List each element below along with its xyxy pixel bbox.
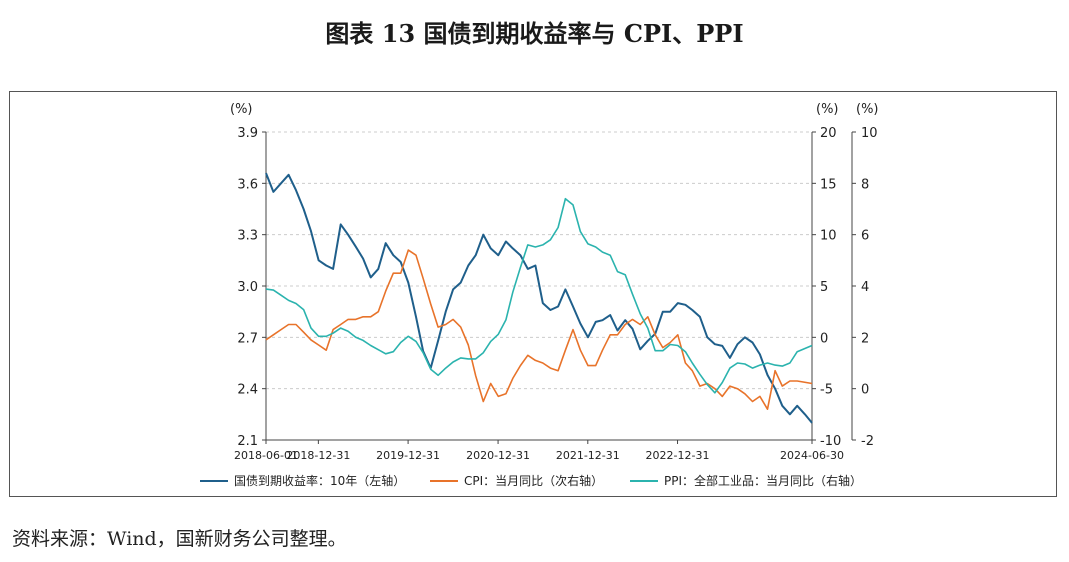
source-note: 资料来源：Wind，国新财务公司整理。 [12,528,347,550]
right1-tick-label: 5 [820,280,828,295]
left-tick-label: 3.3 [237,229,258,244]
right1-tick-label: -10 [820,434,841,449]
x-tick-label: 2018-12-31 [286,449,350,462]
x-tick-label: 2021-12-31 [556,449,620,462]
x-tick-label: 2018-06-01 [234,449,298,462]
chart-title: 图表 13 国债到期收益率与 CPI、PPI [325,19,744,48]
left-tick-label: 3.0 [237,280,258,295]
right2-tick-label: -2 [861,434,874,449]
right1-tick-label: 10 [820,229,837,244]
left-tick-label: 2.4 [237,383,258,398]
legend-label-bond: 国债到期收益率：10年（左轴） [234,473,405,488]
right1-tick-label: 15 [820,177,837,192]
x-tick-label: 2022-12-31 [646,449,710,462]
left-tick-label: 3.6 [237,177,258,192]
x-tick-label: 2019-12-31 [376,449,440,462]
right2-tick-label: 10 [861,126,878,141]
right1-tick-label: 20 [820,126,837,141]
right2-tick-label: 6 [861,229,869,244]
x-tick-label: 2020-12-31 [466,449,530,462]
right2-axis-unit: (%) [856,102,879,117]
legend-label-cpi: CPI：当月同比（次右轴） [464,473,603,488]
x-tick-label: 2024-06-30 [780,449,844,462]
right2-tick-label: 4 [861,280,869,295]
right1-tick-label: -5 [820,383,833,398]
series-line-cpi [265,249,813,411]
left-tick-label: 3.9 [237,126,258,141]
series-line-ppi [265,197,813,394]
series-line-bond [265,172,813,424]
left-axis-unit: (%) [230,102,253,117]
line-chart: 2.12.42.73.03.33.63.9(%)-10-505101520(%)… [200,102,879,488]
left-tick-label: 2.7 [237,331,258,346]
right2-tick-label: 8 [861,177,869,192]
right2-tick-label: 2 [861,331,869,346]
right1-tick-label: 0 [820,331,828,346]
left-tick-label: 2.1 [237,434,258,449]
right2-tick-label: 0 [861,383,869,398]
chart-frame: 2.1 2.4 2.7 3.0 3.3 3.6 3.9 (%) -10 -5 0 5 10 15 20 (%)… [9,91,1057,497]
right1-axis-unit: (%) [816,102,839,117]
legend-label-ppi: PPI：全部工业品：当月同比（右轴） [664,473,862,488]
